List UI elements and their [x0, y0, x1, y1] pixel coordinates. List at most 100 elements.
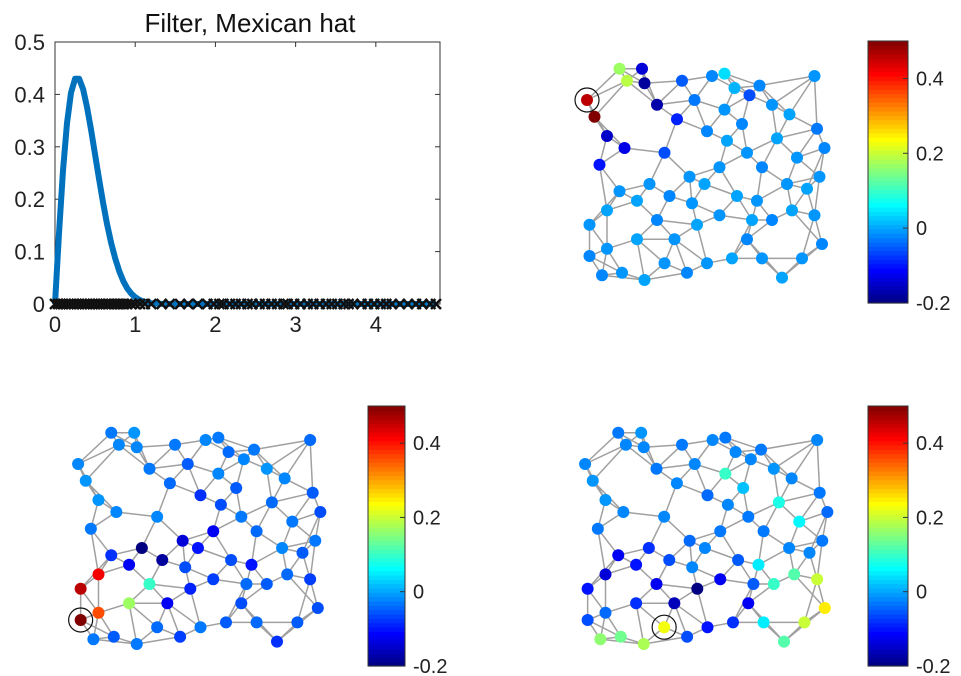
colorbar-segment — [868, 596, 908, 602]
graph-node — [718, 103, 731, 116]
graph-edge — [806, 147, 826, 190]
graph-node — [260, 462, 273, 475]
graph-node — [619, 438, 632, 451]
graph-node — [92, 606, 105, 619]
x-tick-label: 2 — [209, 312, 221, 337]
graph-plot-2: -0.2 0 0.2 0.4 — [68, 405, 447, 676]
graph-node — [176, 534, 189, 547]
colorbar-tick-label: -0.2 — [413, 656, 447, 676]
colorbar-segment — [868, 419, 908, 424]
graph-edge — [776, 128, 818, 140]
colorbar-segment — [368, 523, 405, 528]
colorbar-tick-label: 0 — [916, 218, 927, 240]
graph-node — [207, 573, 220, 586]
eigenvalue-marker — [337, 298, 350, 310]
colorbar-segment — [868, 436, 908, 442]
colorbar-frame — [367, 405, 406, 667]
graph-edge — [592, 444, 627, 482]
graph-node — [286, 515, 299, 528]
graph-edge — [673, 602, 708, 628]
graph-node — [701, 489, 714, 502]
colorbar-segment — [368, 609, 405, 615]
colorbar-segment — [868, 276, 908, 282]
colorbar-segment — [368, 575, 405, 580]
graph-node — [594, 633, 607, 646]
colorbar-segment — [868, 250, 908, 256]
colorbar-segment — [868, 445, 908, 450]
graph-edge — [136, 636, 181, 645]
graph-node — [631, 194, 643, 207]
graph-node — [631, 233, 643, 246]
colorbar-segment — [368, 583, 405, 589]
graph-node — [107, 630, 120, 643]
graph-edge — [218, 436, 255, 451]
colorbar-segment — [368, 592, 405, 598]
colorbar-segment — [868, 562, 908, 567]
colorbar-segment — [868, 618, 908, 624]
graph-node — [212, 431, 225, 444]
graph-node — [742, 597, 755, 610]
graph-node — [123, 597, 136, 610]
graph-node — [681, 630, 694, 643]
graph-node — [638, 77, 651, 90]
colorbar-segment — [368, 475, 405, 481]
graph-edge — [584, 432, 619, 465]
graph-node — [816, 238, 828, 250]
colorbar-segment — [368, 536, 405, 541]
graph-node — [601, 204, 613, 217]
graph-edge — [271, 492, 313, 504]
colorbar-segment — [868, 449, 908, 455]
graph-node — [650, 578, 663, 590]
eigenvalue-marker — [182, 298, 195, 310]
colorbar-frame — [867, 405, 909, 667]
graph-node — [617, 506, 630, 518]
graph-node — [601, 130, 613, 142]
graph-node — [181, 458, 194, 470]
graph-node — [110, 506, 123, 518]
x-tick-label: 4 — [370, 312, 382, 337]
colorbar-segment — [868, 414, 908, 420]
source-node-marker — [68, 607, 94, 633]
colorbar-segment — [868, 609, 908, 615]
graph-node — [686, 561, 699, 574]
colorbar-segment — [368, 605, 405, 611]
graph-node — [755, 443, 768, 456]
colorbar-segment — [368, 492, 405, 498]
graph-node — [783, 542, 796, 554]
graph-node — [698, 542, 711, 554]
colorbar-segment — [368, 531, 405, 537]
graph-node — [718, 67, 731, 80]
graph-node — [808, 70, 821, 82]
graph-node — [651, 214, 663, 226]
graph-edge — [593, 80, 628, 118]
colorbar-segment — [868, 540, 908, 546]
colorbar-segment — [868, 246, 908, 252]
colorbar-segment — [868, 89, 908, 94]
graph-node — [650, 462, 663, 475]
graph-node — [821, 506, 834, 518]
graph-node — [174, 630, 187, 643]
colorbar: -0.2 0 0.2 0.4 — [367, 405, 447, 676]
colorbar-tick-label: 0 — [916, 582, 927, 604]
graph-node — [222, 446, 235, 458]
graph-node — [630, 597, 643, 610]
colorbar-segment — [368, 622, 405, 628]
graph-node — [123, 558, 136, 571]
graph-node — [143, 462, 156, 475]
colorbar: -0.2 0 0.2 0.4 — [867, 405, 950, 676]
graph-node — [663, 554, 676, 566]
colorbar-segment — [868, 97, 908, 103]
graph-node — [92, 568, 105, 581]
graph-node — [743, 89, 756, 102]
graph-node — [658, 621, 671, 634]
eigenvalue-marker — [191, 298, 204, 310]
graph-edge — [635, 602, 665, 628]
colorbar-segment — [868, 145, 908, 151]
eigenvalue-marker — [163, 298, 176, 310]
colorbar-segment — [868, 644, 908, 650]
graph-node — [630, 558, 643, 571]
colorbar-segment — [868, 141, 908, 147]
graph-node — [304, 434, 317, 446]
colorbar-segment — [868, 233, 908, 239]
colorbar-tick-label: 0.2 — [916, 143, 944, 165]
